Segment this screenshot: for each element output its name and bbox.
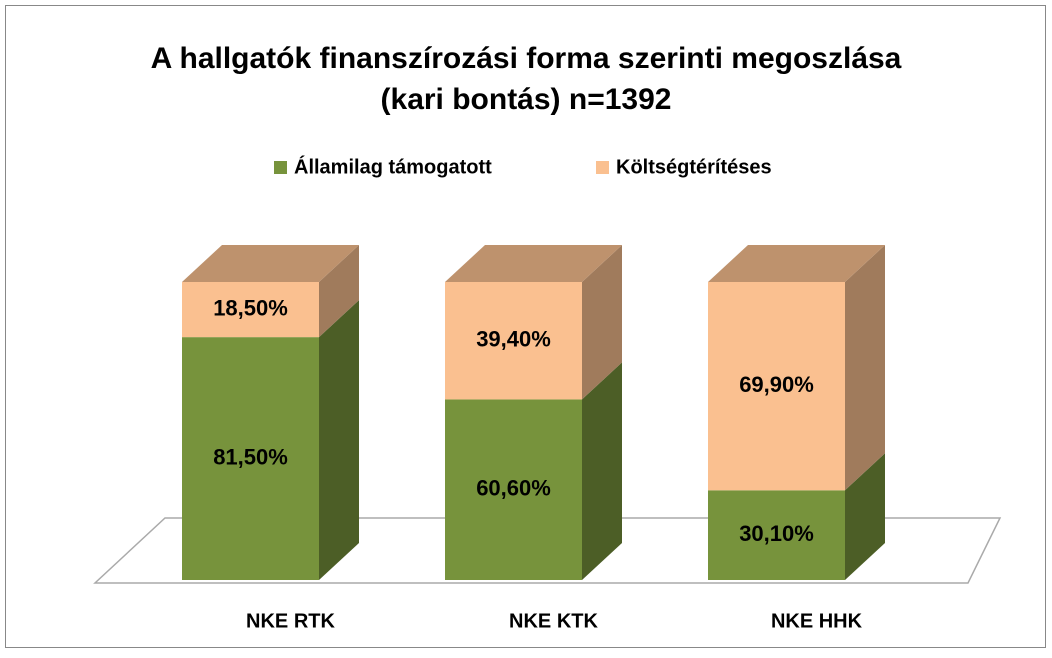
bar-top xyxy=(708,245,885,282)
bar-side xyxy=(319,245,359,338)
chart-title: A hallgatók finanszírozási forma szerint… xyxy=(151,42,902,75)
bar-side xyxy=(582,362,622,580)
x-tick-label: NKE HHK xyxy=(771,610,863,632)
bar xyxy=(708,282,845,491)
bar-side xyxy=(845,453,885,580)
data-label: 81,50% xyxy=(213,444,288,469)
bar-top xyxy=(445,245,622,282)
bar xyxy=(445,282,582,400)
bar-side xyxy=(319,300,359,580)
data-label: 39,40% xyxy=(476,327,551,352)
bar-side xyxy=(845,245,885,491)
bar xyxy=(182,282,319,338)
x-tick-label: NKE RTK xyxy=(246,610,335,632)
legend-label: Államilag támogatott xyxy=(294,155,492,178)
bar-side xyxy=(582,245,622,400)
x-tick-label: NKE KTK xyxy=(509,610,598,632)
chart-title: (kari bontás) n=1392 xyxy=(381,83,672,116)
legend-swatch xyxy=(596,161,609,174)
data-label: 30,10% xyxy=(739,521,814,546)
bar xyxy=(445,399,582,580)
bar xyxy=(182,337,319,580)
data-label: 18,50% xyxy=(213,295,288,320)
legend-swatch xyxy=(274,161,287,174)
data-label: 60,60% xyxy=(476,476,551,501)
legend-label: Költségtérítéses xyxy=(616,156,772,178)
bar-top xyxy=(182,245,359,282)
bar xyxy=(708,490,845,580)
data-label: 69,90% xyxy=(739,372,814,397)
